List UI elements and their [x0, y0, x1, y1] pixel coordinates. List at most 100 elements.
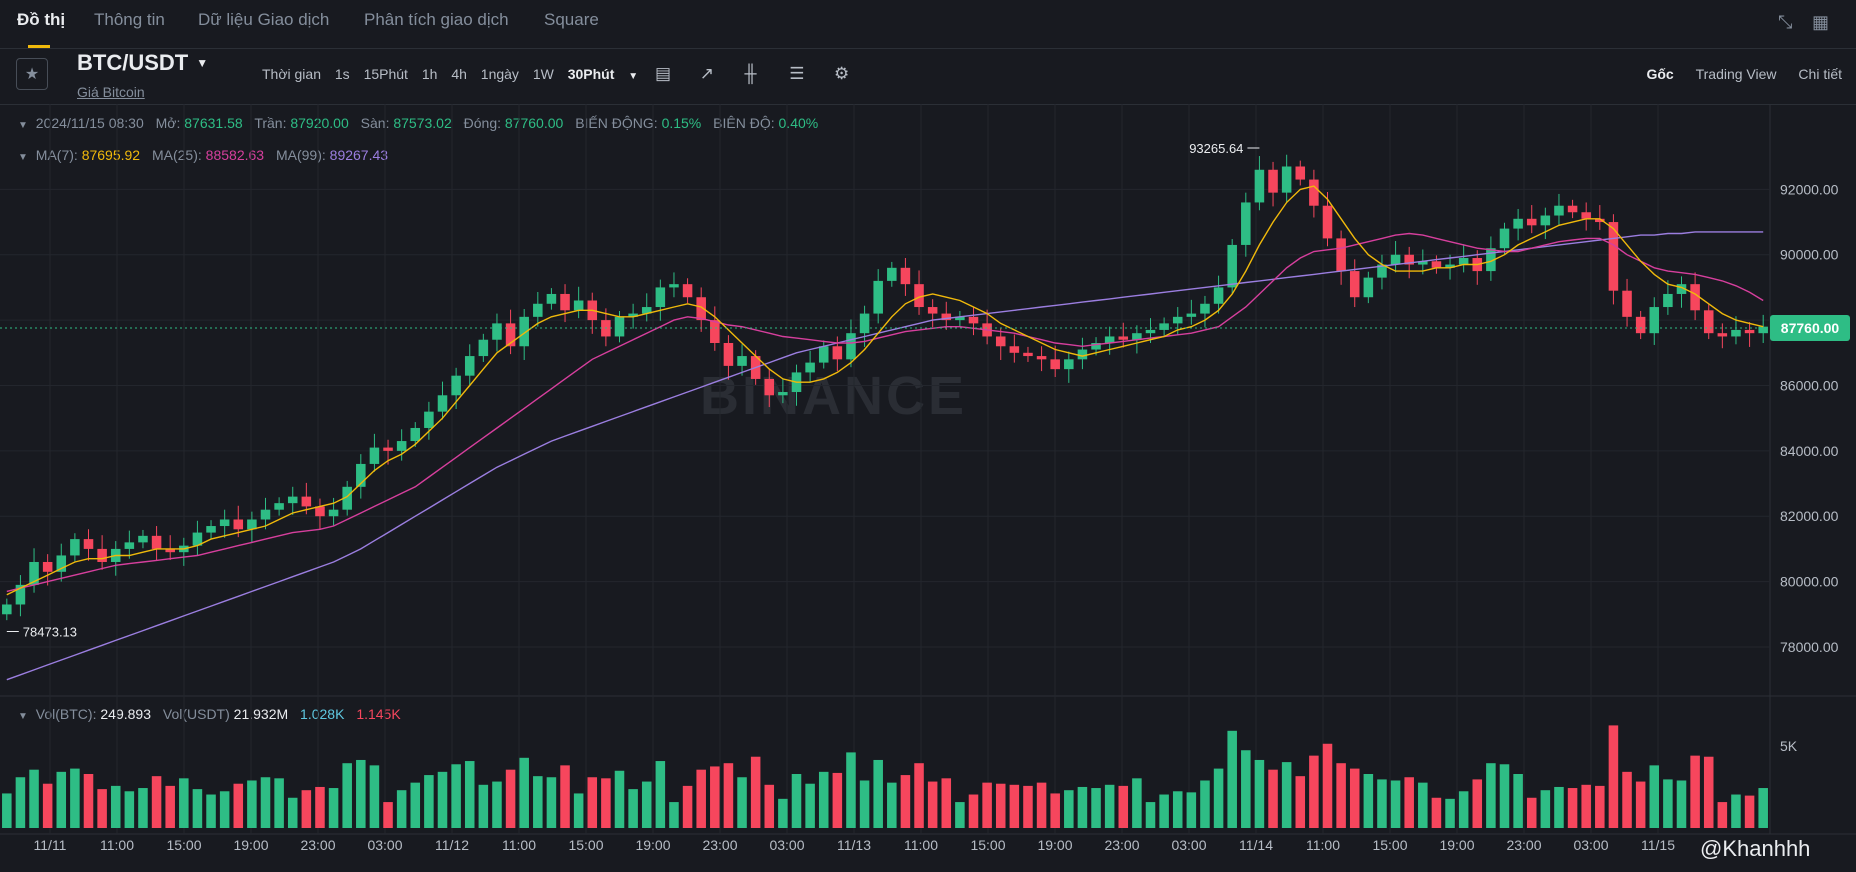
candle-body [492, 323, 502, 340]
volume-bar [124, 791, 135, 828]
candle-body [1499, 228, 1510, 249]
candle-body [219, 519, 230, 527]
candle-body [1132, 333, 1142, 340]
volume-bar [1731, 794, 1741, 828]
x-tick-label: 11/12 [435, 837, 469, 853]
candle-body [56, 555, 67, 572]
candle-body [1268, 169, 1278, 193]
volume-bar [764, 784, 775, 828]
candle-body [70, 539, 80, 556]
collapse-icon[interactable]: ⤡ [1778, 12, 1793, 32]
candle-body [274, 503, 284, 510]
chevron-down-icon[interactable]: ▼ [18, 711, 28, 722]
vol-ma-a-value: 1.028K [300, 706, 345, 722]
gear-icon[interactable]: ⚙ [833, 64, 850, 83]
candle-body [1608, 222, 1619, 291]
volume-bar [669, 802, 679, 828]
credit-text: @Khanhhh [1700, 836, 1811, 861]
volume-bar [1132, 778, 1142, 828]
volume-bar [1663, 779, 1673, 828]
time-label[interactable]: Thời gian [262, 66, 321, 82]
interval-1d[interactable]: 1ngày [480, 66, 519, 82]
volume-bar [1758, 788, 1768, 828]
candle-body [1690, 284, 1700, 311]
volume-bar [29, 769, 39, 828]
candle-body [437, 395, 448, 412]
indicator-icon[interactable]: ↗ [699, 64, 714, 83]
price-chart[interactable]: 92000.0090000.0088000.0086000.0084000.00… [0, 104, 1856, 872]
volume-bar [1227, 730, 1237, 828]
symbol-subtitle[interactable]: Giá Bitcoin [77, 84, 145, 100]
volume-bar [1703, 756, 1714, 828]
volume-bar [1363, 774, 1374, 828]
chevron-down-icon[interactable]: ▼ [18, 120, 28, 131]
high-value: 87920.00 [290, 115, 349, 131]
candle-body [1145, 329, 1156, 334]
symbol-selector[interactable]: BTC/USDT ▼ [77, 50, 208, 76]
view-tradingview[interactable]: Trading View [1695, 66, 1777, 82]
caret-down-icon: ▼ [196, 56, 209, 70]
x-tick-label: 03:00 [1573, 837, 1608, 853]
interval-1s[interactable]: 1s [334, 66, 350, 82]
tab-square[interactable]: Square [544, 10, 599, 29]
view-depth[interactable]: Chi tiết [1798, 66, 1842, 82]
volume-bar [451, 764, 461, 828]
candle-body [1023, 352, 1033, 357]
volume-bar [560, 765, 570, 828]
volume-bar [247, 780, 257, 828]
volume-bar [1159, 794, 1169, 828]
volume-bar [1336, 763, 1346, 828]
vol-ma-b-value: 1.145K [356, 706, 401, 722]
candle-body [1418, 261, 1428, 265]
volume-bar [2, 793, 12, 828]
ma7-label: MA(7): [35, 147, 78, 163]
interval-selected[interactable]: 30Phút ▼ [568, 66, 648, 82]
volume-bar [42, 783, 53, 828]
candle-body [1213, 287, 1224, 304]
chevron-down-icon[interactable]: ▼ [18, 152, 28, 163]
calendar-icon[interactable]: ▤ [655, 64, 672, 83]
layout-grid-icon[interactable]: ▦ [1812, 12, 1830, 32]
candle-body [342, 486, 352, 510]
volume-bar [287, 797, 298, 828]
candle-body [478, 339, 489, 357]
view-original[interactable]: Gốc [1646, 66, 1674, 82]
ma99-line [6, 231, 1764, 681]
y-tick-label: 92000.00 [1780, 181, 1839, 197]
candle-body [1431, 261, 1442, 268]
volume-bar [723, 763, 734, 828]
volume-bar [533, 776, 543, 828]
interval-1w[interactable]: 1W [532, 66, 554, 82]
volume-bar [192, 789, 203, 828]
change-value: 0.15% [661, 115, 702, 131]
interval-selected-label: 30Phút [567, 66, 615, 82]
volume-bar [1009, 784, 1020, 828]
x-tick-label: 11/15 [1641, 837, 1675, 853]
volume-bar [941, 778, 952, 828]
interval-4h[interactable]: 4h [451, 66, 467, 82]
x-tick-label: 23:00 [702, 837, 737, 853]
x-tick-label: 19:00 [635, 837, 670, 853]
settings-sliders-icon[interactable]: ☰ [789, 64, 805, 83]
tab-trading-analysis[interactable]: Phân tích giao dịch [364, 10, 509, 29]
x-tick-label: 11/14 [1239, 837, 1273, 853]
candle-body [818, 346, 829, 363]
tab-trading-data[interactable]: Dữ liệu Giao dịch [198, 10, 330, 29]
amplitude-label: BIÊN ĐỘ: [713, 115, 775, 131]
y-tick-label: 84000.00 [1780, 443, 1839, 459]
volume-bar [601, 778, 611, 828]
volume-bar [478, 784, 489, 828]
tab-chart[interactable]: Đồ thị [17, 10, 66, 29]
candle-type-icon[interactable]: ╫ [744, 64, 757, 83]
candle-body [1554, 205, 1564, 216]
interval-1h[interactable]: 1h [421, 66, 438, 82]
vol-btc-label: Vol(BTC): [35, 706, 97, 722]
tab-info[interactable]: Thông tin [94, 10, 165, 29]
interval-15m[interactable]: 15Phút [363, 66, 408, 82]
candle-body [1091, 342, 1101, 350]
candle-body [165, 548, 175, 553]
candle-body [83, 539, 94, 549]
favorite-star-icon[interactable]: ★ [16, 58, 48, 90]
volume-bar [1241, 750, 1251, 828]
x-tick-label: 19:00 [1439, 837, 1474, 853]
